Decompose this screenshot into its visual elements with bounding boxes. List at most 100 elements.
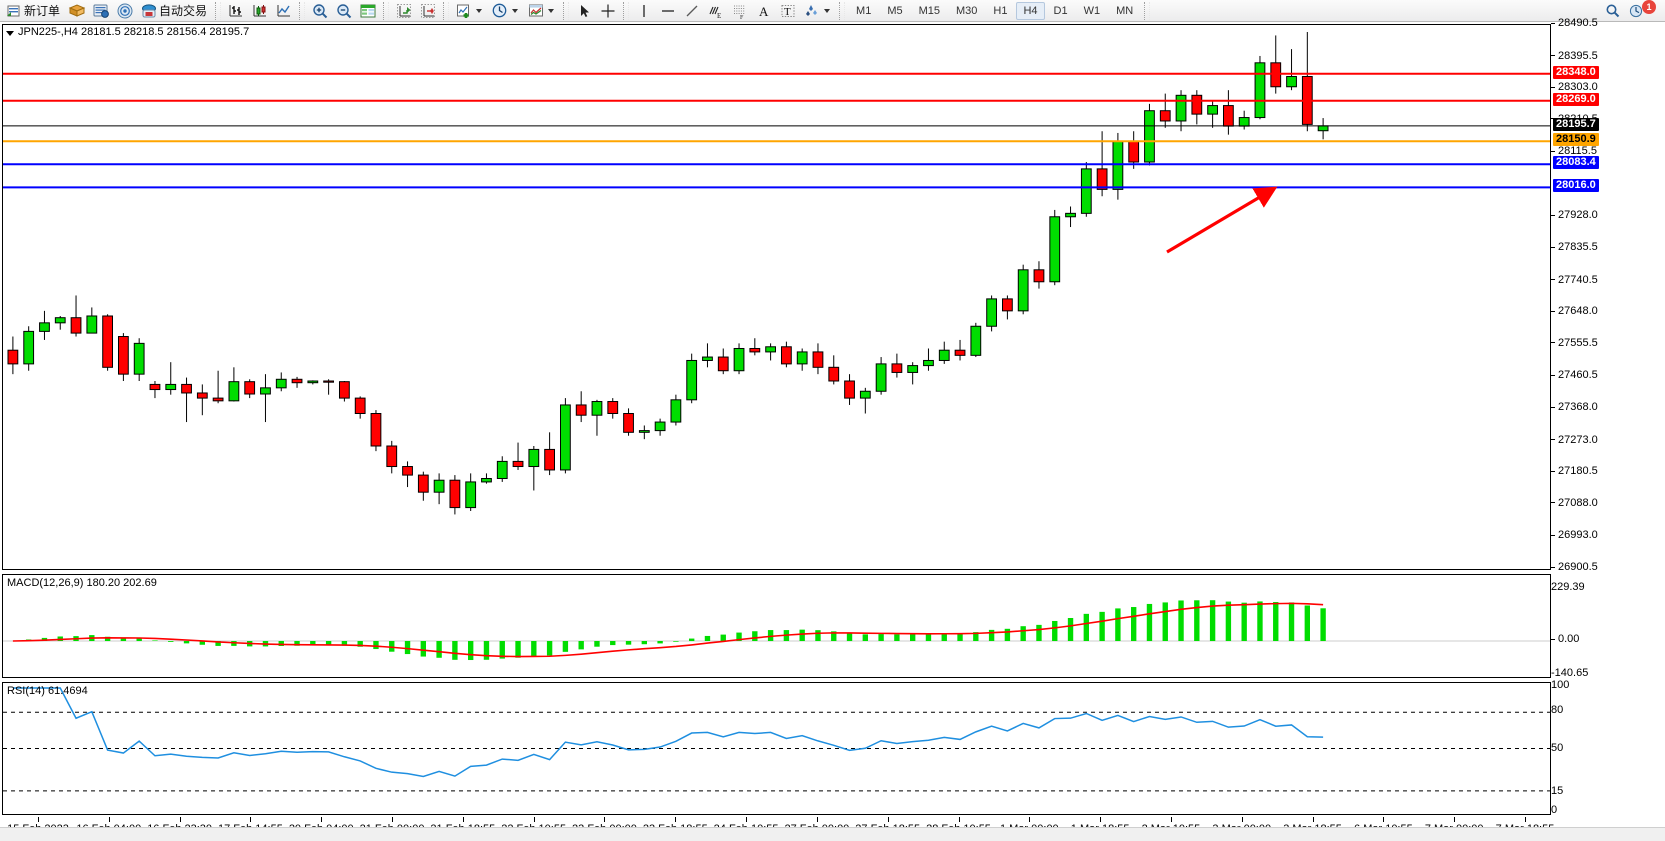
add-indicator-icon [455, 2, 473, 20]
svg-text:E: E [717, 12, 721, 20]
chart-shift-button[interactable] [356, 1, 380, 21]
terminal-icon [92, 2, 110, 20]
chart-shift-icon [359, 2, 377, 20]
chevron-down-icon-2[interactable] [512, 8, 519, 13]
chevron-down-icon-4[interactable] [824, 8, 831, 13]
price-tick: 28490.5 [1551, 17, 1598, 29]
price-tick: 27555.5 [1551, 337, 1598, 349]
zoom-in-button[interactable] [308, 1, 332, 21]
chart-symbol-header: JPN225-,H4 28181.5 28218.5 28156.4 28195… [18, 26, 250, 38]
new-order-icon [5, 2, 23, 20]
macd-axis-tick: 229.39 [1551, 581, 1585, 593]
search-icon [1604, 2, 1622, 20]
templates-button[interactable] [524, 1, 560, 21]
price-tick: 26993.0 [1551, 529, 1598, 541]
elliott-wave-button[interactable]: E [704, 1, 728, 21]
price-pane[interactable] [2, 24, 1551, 570]
horizontal-line-icon [659, 2, 677, 20]
timeframe-m15[interactable]: M15 [918, 4, 940, 17]
bar-chart-button[interactable] [224, 1, 248, 21]
timeframe-m5[interactable]: M5 [887, 4, 903, 17]
time-tick [1241, 817, 1243, 822]
time-tick [1454, 817, 1456, 822]
cursor-arrow-icon [575, 2, 593, 20]
horizontal-line-button[interactable] [656, 1, 680, 21]
toolbar-separator-8 [1144, 1, 1151, 20]
trendline-button[interactable] [680, 1, 704, 21]
zoom-out-button[interactable] [332, 1, 356, 21]
rsi-axis-tick: 15 [1551, 785, 1564, 798]
timeframe-m30[interactable]: M30 [956, 4, 978, 17]
notifications-button[interactable]: 1 [1625, 0, 1663, 21]
resistance-level-1-tag[interactable]: 28348.0 [1553, 65, 1599, 79]
shapes-button[interactable] [800, 1, 836, 21]
autotrading-button[interactable]: 自动交易 [137, 1, 212, 21]
candlestick-series [7, 32, 1329, 515]
cursor-arrow-button[interactable] [572, 1, 596, 21]
time-tick [1312, 817, 1314, 822]
vertical-line-button[interactable] [632, 1, 656, 21]
fibonacci-button[interactable]: F [728, 1, 752, 21]
trendline-icon [683, 2, 701, 20]
chevron-down-icon-3[interactable] [548, 8, 555, 13]
data-window-button[interactable] [65, 1, 89, 21]
new-order-label: 新订单 [24, 4, 61, 18]
terminal-button[interactable] [89, 1, 113, 21]
market-watch-icon [116, 2, 134, 20]
current-price-tag[interactable]: 28195.7 [1553, 117, 1599, 131]
crosshair-icon [599, 2, 617, 20]
time-tick [675, 817, 677, 822]
svg-text:A: A [759, 4, 769, 19]
time-tick [108, 817, 110, 822]
chart-workspace[interactable]: JPN225-,H4 28181.5 28218.5 28156.4 28195… [0, 17, 1665, 841]
macd-pane[interactable]: MACD(12,26,9) 180.20 202.69 [2, 574, 1551, 678]
price-tick: 27273.0 [1551, 434, 1598, 446]
price-tick: 27740.5 [1551, 274, 1598, 286]
resistance-level-2-tag[interactable]: 28269.0 [1553, 92, 1599, 106]
search-button[interactable] [1601, 1, 1625, 21]
timeframe-h4[interactable]: H4 [1016, 1, 1045, 20]
support-level-2-tag[interactable]: 28016.0 [1553, 179, 1599, 193]
timeframe-h1[interactable]: H1 [993, 4, 1008, 17]
support-level-1-tag[interactable]: 28083.4 [1553, 156, 1599, 170]
candlestick-chart-button[interactable] [248, 1, 272, 21]
toolbar-separator-7 [839, 1, 846, 20]
crosshair-button[interactable] [596, 1, 620, 21]
pivot-level-tag[interactable]: 28150.9 [1553, 133, 1599, 147]
notification-icon [1628, 2, 1646, 20]
chevron-down-icon-chart[interactable] [6, 31, 14, 36]
time-tick [250, 817, 252, 822]
new-order-button[interactable]: 新订单 [2, 1, 65, 21]
chart-shift-end-button[interactable] [416, 1, 440, 21]
text-button[interactable]: A [752, 1, 776, 21]
market-watch-button[interactable] [113, 1, 137, 21]
zoom-in-icon [311, 2, 329, 20]
chevron-down-icon[interactable] [476, 8, 483, 13]
svg-text:F: F [740, 15, 744, 20]
price-tick: 27928.0 [1551, 209, 1598, 221]
time-tick [1383, 817, 1385, 822]
timeframe-mn[interactable]: MN [1116, 4, 1134, 17]
periods-button[interactable] [488, 1, 524, 21]
timeframe-d1[interactable]: D1 [1053, 4, 1068, 17]
auto-scroll-button[interactable] [392, 1, 416, 21]
time-tick [392, 817, 394, 822]
autotrading-icon [140, 2, 158, 20]
time-tick [1100, 817, 1102, 822]
price-axis[interactable]: 28490.528395.528303.028210.528115.527928… [1551, 17, 1665, 841]
rsi-pane[interactable]: RSI(14) 61.4694 [2, 682, 1551, 815]
shapes-icon [803, 2, 821, 20]
text-label-button[interactable]: T [776, 1, 800, 21]
chart-shift-end-icon [419, 2, 437, 20]
timeframe-m1[interactable]: M1 [856, 4, 872, 17]
add-indicator-button[interactable] [452, 1, 488, 21]
vertical-line-icon [635, 2, 653, 20]
rsi-axis-tick: 50 [1551, 741, 1564, 754]
timeframe-w1[interactable]: W1 [1083, 4, 1101, 17]
line-chart-button[interactable] [272, 1, 296, 21]
time-tick [887, 817, 889, 822]
price-tick: 28395.5 [1551, 50, 1598, 62]
text-label-icon: T [779, 2, 797, 20]
bar-chart-icon [227, 2, 245, 20]
data-window-icon [68, 2, 86, 20]
